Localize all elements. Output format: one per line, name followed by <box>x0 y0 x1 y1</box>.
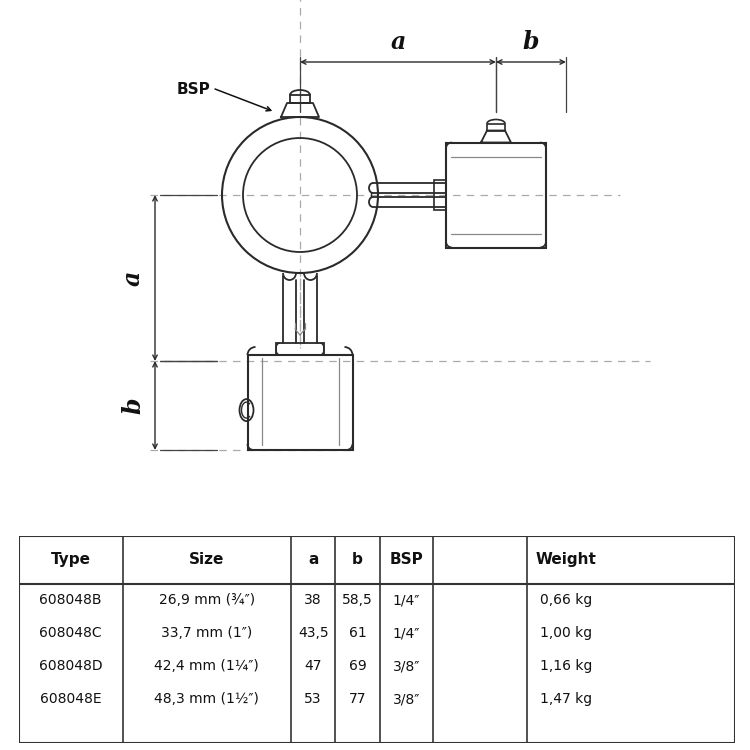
Text: 47: 47 <box>304 659 322 674</box>
Text: BSP: BSP <box>390 553 424 568</box>
Text: 38: 38 <box>304 593 322 608</box>
Text: Size: Size <box>189 553 224 568</box>
Text: 77: 77 <box>349 692 366 706</box>
Text: 53: 53 <box>304 692 322 706</box>
Text: BSP: BSP <box>176 82 210 97</box>
Text: a: a <box>121 271 145 286</box>
Bar <box>446 142 546 248</box>
Bar <box>276 343 324 355</box>
Text: 1,00 kg: 1,00 kg <box>540 626 592 640</box>
Text: 1/4″: 1/4″ <box>393 626 420 640</box>
Text: 0,66 kg: 0,66 kg <box>540 593 592 608</box>
Text: Weight: Weight <box>536 553 596 568</box>
Text: a: a <box>390 30 406 54</box>
Text: 33,7 mm (1″): 33,7 mm (1″) <box>161 626 253 640</box>
Text: 608048D: 608048D <box>39 659 103 674</box>
Bar <box>290 95 310 103</box>
Text: 1,47 kg: 1,47 kg <box>540 692 592 706</box>
Text: 608048E: 608048E <box>40 692 101 706</box>
Bar <box>248 355 352 450</box>
Text: b: b <box>121 398 145 414</box>
Text: a: a <box>308 553 318 568</box>
Text: 69: 69 <box>349 659 367 674</box>
Text: b: b <box>523 30 539 54</box>
Text: 3/8″: 3/8″ <box>393 692 420 706</box>
Bar <box>487 124 505 130</box>
Text: 42,4 mm (1¼″): 42,4 mm (1¼″) <box>154 659 260 674</box>
Text: 58,5: 58,5 <box>342 593 373 608</box>
Text: 1,16 kg: 1,16 kg <box>540 659 592 674</box>
Text: 608048C: 608048C <box>39 626 102 640</box>
Text: 608048B: 608048B <box>40 593 102 608</box>
Text: b: b <box>352 553 363 568</box>
Text: 26,9 mm (¾″): 26,9 mm (¾″) <box>159 593 255 608</box>
Text: Type: Type <box>51 553 91 568</box>
Text: 43,5: 43,5 <box>298 626 328 640</box>
Text: 61: 61 <box>349 626 367 640</box>
Text: 3/8″: 3/8″ <box>393 659 420 674</box>
Text: 48,3 mm (1½″): 48,3 mm (1½″) <box>154 692 260 706</box>
Bar <box>434 180 446 210</box>
Text: 1/4″: 1/4″ <box>393 593 420 608</box>
